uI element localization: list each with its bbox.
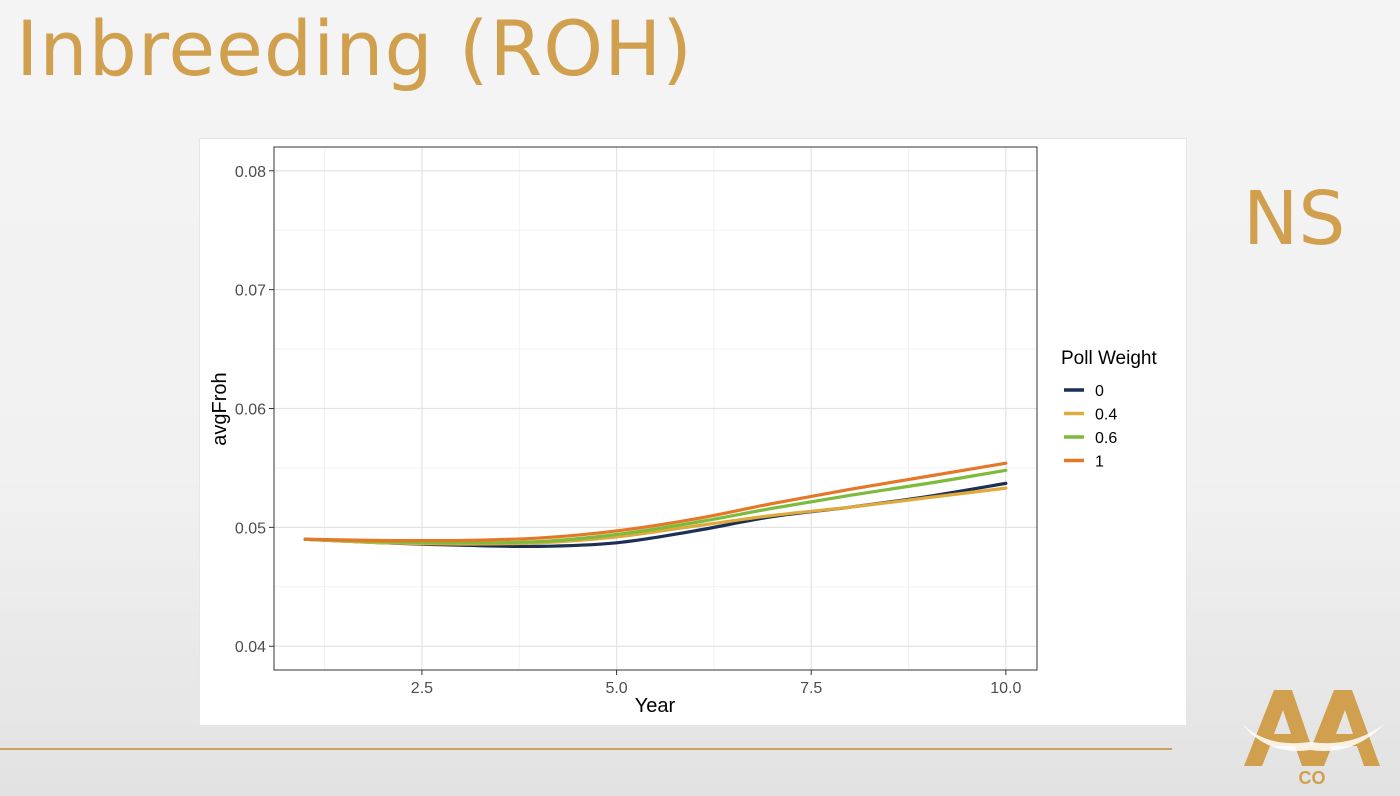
chart-panel: 0.04 0.05 0.06 0.07 0.08 2.5 5.0 7.5 10.0 Year …	[199, 138, 1187, 726]
slide-title: Inbreeding (ROH)	[16, 4, 693, 93]
x-axis: 2.5 5.0 7.5 10.0	[411, 670, 1022, 697]
legend-label: 0.4	[1095, 407, 1117, 424]
x-axis-title: Year	[635, 695, 676, 717]
logo-horns	[1242, 724, 1384, 751]
x-tick-label: 7.5	[800, 680, 822, 697]
legend: Poll Weight 0 0.4 0.6 1	[1061, 348, 1157, 471]
x-tick-label: 5.0	[605, 680, 627, 697]
logo-letter-a-left	[1244, 690, 1318, 766]
series-line-1	[303, 461, 1008, 543]
y-tick-label: 0.05	[235, 520, 266, 537]
x-tick-label: 10.0	[990, 680, 1021, 697]
legend-label: 1	[1095, 454, 1104, 471]
x-tick-label: 2.5	[411, 680, 433, 697]
logo-letter-a-right	[1304, 690, 1380, 766]
legend-label: 0	[1095, 383, 1104, 400]
y-tick-label: 0.07	[235, 283, 266, 300]
y-tick-label: 0.08	[235, 164, 266, 181]
y-tick-label: 0.06	[235, 402, 266, 419]
legend-title: Poll Weight	[1061, 348, 1157, 369]
company-logo: CO	[1242, 690, 1384, 788]
legend-label: 0.6	[1095, 430, 1117, 447]
significance-label: NS	[1243, 176, 1346, 262]
logo-text: CO	[1299, 768, 1326, 788]
series-lines	[303, 461, 1008, 549]
y-axis-title: avgFroh	[209, 372, 231, 445]
line-chart: 0.040.050.060.070.08 2.5 5.0 7.5 10.0 Year …	[209, 146, 1157, 717]
series-line-0-6	[303, 468, 1008, 545]
footer-rule	[0, 748, 1172, 750]
y-tick-label: 0.04	[235, 639, 266, 656]
y-axis: 0.04 0.05 0.06 0.07 0.08	[235, 164, 274, 656]
